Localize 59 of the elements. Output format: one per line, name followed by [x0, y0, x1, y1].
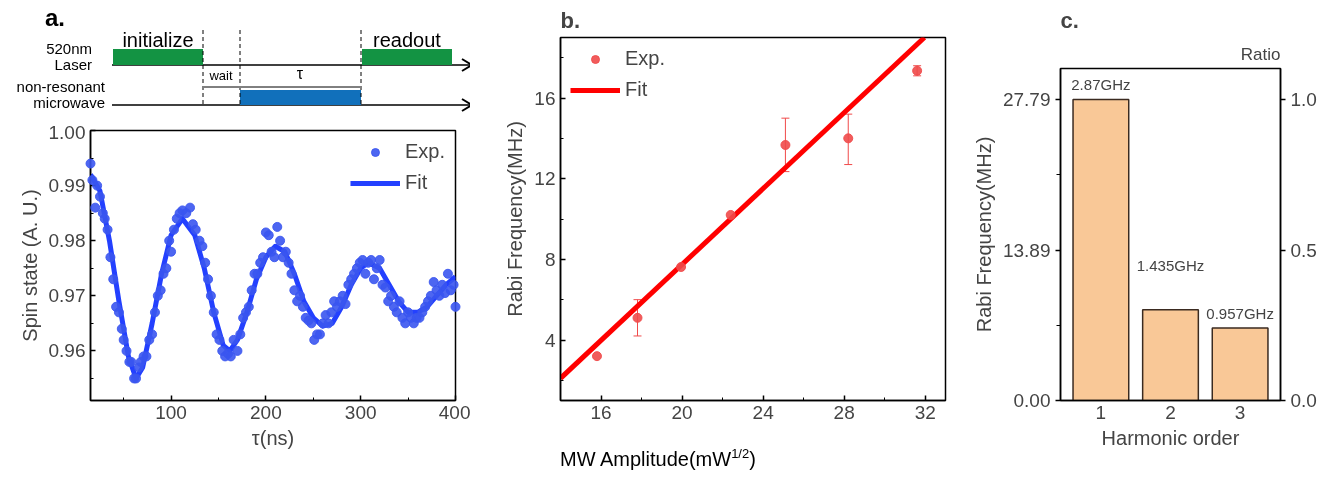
point — [591, 351, 602, 362]
point — [725, 209, 736, 220]
bar — [1141, 308, 1200, 401]
chart-title: b. — [560, 7, 581, 33]
y2-tick-label: 0.0 — [1290, 390, 1317, 411]
x-tick-label: 300 — [344, 401, 377, 423]
y-tick-label: 0.99 — [48, 175, 86, 197]
x-tick-label: 100 — [155, 401, 187, 423]
y-tick-label: 13.89 — [1002, 239, 1051, 261]
y-tick-label: 1.00 — [48, 121, 86, 143]
x-tick-label: 20 — [671, 401, 693, 423]
y-tick-label: 8 — [544, 248, 556, 270]
point — [780, 140, 791, 150]
text: τ — [296, 65, 304, 83]
text: readout — [373, 29, 442, 52]
annotation: 1.435GHz — [1136, 256, 1205, 274]
x-tick-label: 3 — [1234, 401, 1246, 423]
x-axis-title: MW Amplitude(mW$^{1/2}$) — [560, 445, 756, 472]
x-tick-label: 16 — [590, 401, 612, 423]
x-axis-title: Harmonic order — [1101, 426, 1240, 449]
x-tick-label: 200 — [250, 401, 282, 423]
y2-tick-label: 0.5 — [1290, 239, 1317, 261]
text: non-resonant microwave — [16, 77, 106, 111]
text: a. — [45, 4, 66, 31]
text: 520nm Laser — [46, 39, 92, 73]
x-tick-label: 24 — [752, 401, 775, 423]
point — [843, 133, 854, 144]
legend-label: Fit — [404, 171, 428, 194]
y-axis-title: Rabi Frequency(MHz) — [972, 136, 995, 333]
bar — [1072, 98, 1130, 401]
x-tick-label: 28 — [833, 401, 855, 423]
x-tick-label: 400 — [438, 401, 471, 423]
legend-label: Fit — [625, 78, 648, 101]
point — [632, 312, 643, 323]
y2-axis-title: Ratio — [1240, 44, 1281, 64]
y-tick-label: 0.97 — [48, 285, 86, 307]
y-tick-label: 16 — [534, 87, 556, 109]
chart-title: c. — [1060, 7, 1079, 33]
y-tick-label: 0.00 — [1013, 390, 1051, 411]
x-tick-label: 32 — [914, 401, 936, 423]
x-axis-title: τ(ns) — [251, 426, 295, 449]
y-tick-label: 0.98 — [48, 230, 86, 252]
y-tick-label: 27.79 — [1002, 88, 1051, 110]
y-tick-label: 4 — [544, 329, 556, 351]
text: wait — [208, 68, 233, 84]
y-axis-title: Rabi Frequency(MHz) — [504, 121, 527, 317]
x-tick-label: 1 — [1095, 401, 1107, 423]
text: initialize — [122, 29, 194, 52]
bar — [1211, 327, 1269, 401]
annotation: 0.957GHz — [1206, 305, 1274, 323]
point — [676, 262, 687, 272]
legend-label: Exp. — [404, 140, 445, 163]
y-axis-title: Spin state (A. U.) — [18, 189, 41, 342]
y-tick-label: 12 — [534, 168, 556, 190]
x-tick-label: 2 — [1165, 401, 1176, 423]
y2-tick-label: 1.0 — [1290, 89, 1317, 110]
annotation: 2.87GHz — [1071, 76, 1131, 94]
legend-label: Exp. — [625, 47, 666, 70]
y-tick-label: 0.96 — [48, 340, 86, 362]
